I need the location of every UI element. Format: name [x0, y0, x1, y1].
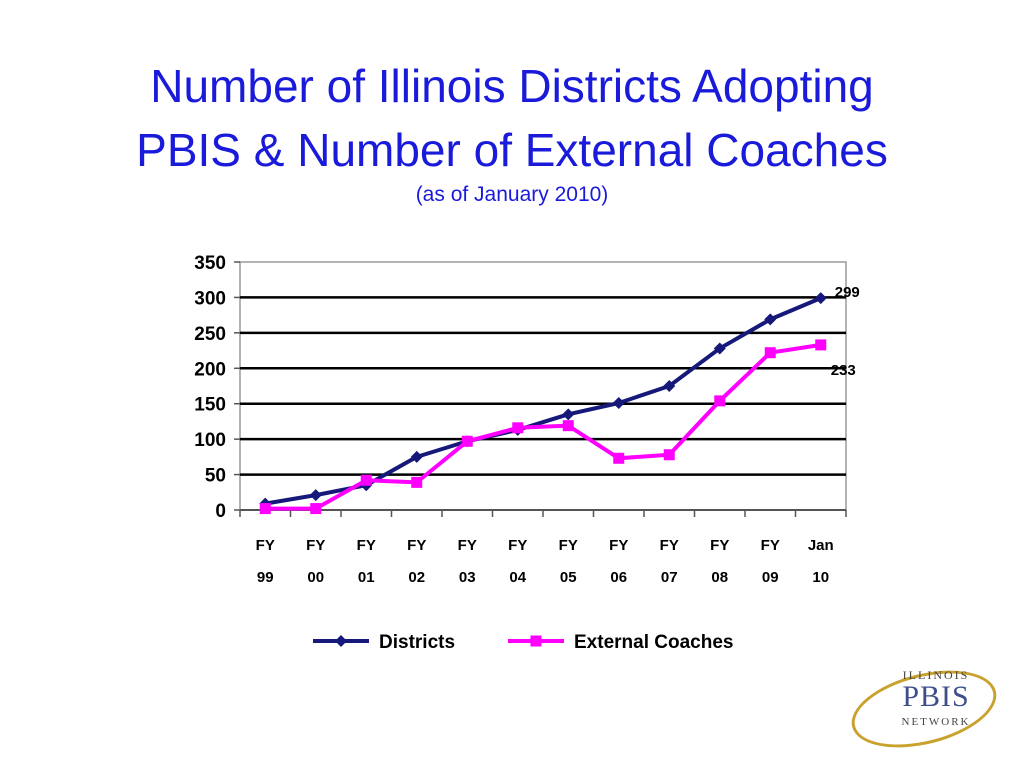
data-point-districts: [612, 397, 625, 410]
data-point-districts: [764, 313, 777, 326]
legend-label: External Coaches: [574, 632, 733, 653]
series-line-external-coaches: [265, 342, 822, 511]
y-tick-label: 250: [194, 324, 226, 345]
data-point-external-coaches: [512, 422, 524, 434]
x-tick-label-line2: 09: [762, 569, 779, 586]
plot-area: [239, 261, 847, 511]
x-tick-label-line2: 10: [812, 569, 829, 586]
annotation-coaches-end: 233: [831, 362, 856, 379]
x-tick-label-line1: FY: [306, 537, 325, 554]
x-tick-label-line1: FY: [609, 537, 628, 554]
x-tick-label-line2: 08: [711, 569, 728, 586]
x-tick-label-line2: 05: [560, 569, 577, 586]
data-point-external-coaches: [562, 420, 574, 432]
data-point-external-coaches: [411, 476, 423, 488]
legend-marker: [335, 635, 347, 647]
x-tick-label-line2: 00: [307, 569, 324, 586]
data-point-districts: [663, 380, 676, 392]
x-tick-label-line1: Jan: [808, 537, 834, 554]
x-tick-label-line2: 01: [358, 569, 375, 586]
data-point-external-coaches: [461, 435, 473, 447]
x-tick-label-line1: FY: [407, 537, 426, 554]
x-tick-label-line2: 02: [408, 569, 425, 586]
data-point-external-coaches: [259, 503, 271, 515]
x-tick-label-line1: FY: [761, 537, 780, 554]
data-point-districts: [713, 342, 726, 355]
data-point-districts: [410, 450, 423, 463]
legend-label: Districts: [379, 632, 455, 653]
x-tick-label-line2: 03: [459, 569, 476, 586]
data-point-external-coaches: [360, 474, 372, 486]
y-tick-label: 150: [194, 395, 226, 416]
x-tick-label-line2: 07: [661, 569, 678, 586]
data-point-external-coaches: [714, 395, 726, 407]
x-tick-label-line1: FY: [357, 537, 376, 554]
legend-marker: [530, 635, 542, 647]
x-tick-label-line1: FY: [660, 537, 679, 554]
logo-top-text: ILLINOIS: [902, 668, 970, 682]
logo-bottom-text: NETWORK: [901, 716, 971, 728]
x-tick-label-line1: FY: [559, 537, 578, 554]
y-tick-label: 50: [205, 466, 226, 487]
illinois-pbis-network-logo: ILLINOIS PBIS NETWORK: [843, 657, 1005, 761]
chart-title-line1: Number of Illinois Districts Adopting: [150, 60, 874, 112]
data-point-districts: [814, 292, 827, 305]
x-tick-label-line1: FY: [458, 537, 477, 554]
x-tick-label-line2: 99: [257, 569, 274, 586]
y-tick-label: 300: [194, 288, 226, 309]
data-point-external-coaches: [310, 503, 322, 515]
x-tick-label-line1: FY: [256, 537, 275, 554]
x-tick-label-line2: 06: [610, 569, 627, 586]
data-point-external-coaches: [764, 347, 776, 359]
y-tick-label: 100: [194, 430, 226, 451]
y-tick-label: 350: [194, 253, 226, 274]
data-point-districts: [309, 489, 322, 502]
y-tick-label: 200: [194, 359, 226, 380]
data-point-districts: [562, 408, 575, 421]
x-tick-label-line1: FY: [508, 537, 527, 554]
annotation-districts-end: 299: [835, 284, 860, 301]
chart-title-line2: PBIS & Number of External Coaches: [136, 124, 888, 176]
data-point-external-coaches: [613, 452, 625, 464]
x-tick-label-line1: FY: [710, 537, 729, 554]
data-point-external-coaches: [815, 339, 827, 351]
logo-middle-text: PBIS: [902, 680, 970, 713]
y-tick-label: 0: [215, 501, 226, 522]
x-tick-label-line2: 04: [509, 569, 526, 586]
chart-subtitle: (as of January 2010): [415, 183, 609, 206]
data-point-external-coaches: [663, 449, 675, 461]
